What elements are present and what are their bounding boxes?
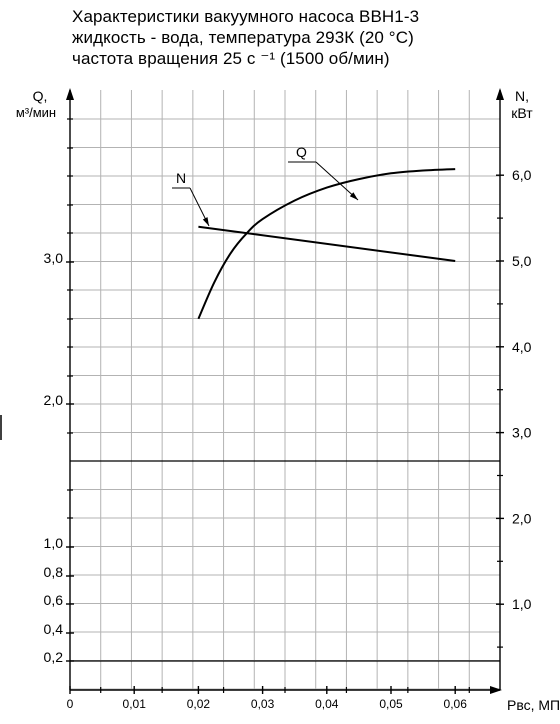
series-line-Q — [197, 168, 456, 320]
y-left-tick-label-6: 3,0 — [44, 250, 64, 266]
series-group: QN — [172, 144, 456, 320]
title-line-3: частота вращения 25 с ⁻¹ (1500 об/мин) — [72, 49, 390, 68]
chart-title: Характеристики вакуумного насоса ВВН1-3 … — [72, 6, 419, 69]
y-left-label-line-2: м³/мин — [16, 105, 56, 120]
x-axis-label: Рвс, МПа — [507, 697, 560, 713]
y-right-label-line-1: N, — [515, 88, 529, 104]
y-left-label-line-1: Q, — [33, 88, 48, 104]
y-right-tick-label-0: 1,0 — [512, 596, 532, 612]
y-left-tick-label-5: 2,0 — [44, 392, 64, 408]
y-left-tick-label-1: 0,4 — [44, 621, 64, 637]
y-left-tick-label-0: 0,2 — [44, 649, 64, 665]
y-left-tick-label-4: 1,0 — [44, 535, 64, 551]
y-right-tick-label-3: 4,0 — [512, 339, 532, 355]
x-tick-label-6: 0,06 — [444, 697, 468, 711]
y-left-tick-label-2: 0,6 — [44, 592, 64, 608]
axis-labels: Q,м³/мин N,кВт Рвс, МПа — [16, 88, 560, 713]
series-label-Q: Q — [296, 144, 307, 160]
x-arrow — [490, 686, 502, 694]
y-right-tick-label-1: 2,0 — [512, 510, 532, 526]
x-tick-label-5: 0,05 — [379, 697, 403, 711]
y-left-arrow — [66, 88, 74, 100]
x-tick-label-3: 0,03 — [251, 697, 275, 711]
series-line-N — [198, 225, 456, 262]
callout-leader-Q — [315, 161, 359, 201]
x-tick-label-1: 0,01 — [123, 697, 147, 711]
y-right-arrow — [496, 88, 504, 100]
y-left-tick-label-3: 0,8 — [44, 564, 64, 580]
title-line-2: жидкость - вода, температура 293К (20 °С… — [72, 28, 414, 47]
series-label-N: N — [176, 170, 186, 186]
callout-arrow-N — [202, 217, 209, 226]
x-tick-label-0: 0 — [67, 697, 74, 711]
grid — [69, 90, 501, 690]
y-right-tick-label-5: 6,0 — [512, 167, 532, 183]
callout-arrow-Q — [349, 192, 358, 200]
y-right-tick-label-4: 5,0 — [512, 253, 532, 269]
x-tick-label-4: 0,04 — [315, 697, 339, 711]
x-tick-label-2: 0,02 — [187, 697, 211, 711]
axis-ticks: 0 0,01 0,02 0,03 0,04 0,05 0,06 0,2 0,4 0,6 0,8 1,0… — [44, 118, 532, 711]
y-right-label-line-2: кВт — [511, 105, 533, 121]
title-line-1: Характеристики вакуумного насоса ВВН1-3 — [72, 7, 420, 26]
y-right-tick-label-2: 3,0 — [512, 425, 532, 441]
